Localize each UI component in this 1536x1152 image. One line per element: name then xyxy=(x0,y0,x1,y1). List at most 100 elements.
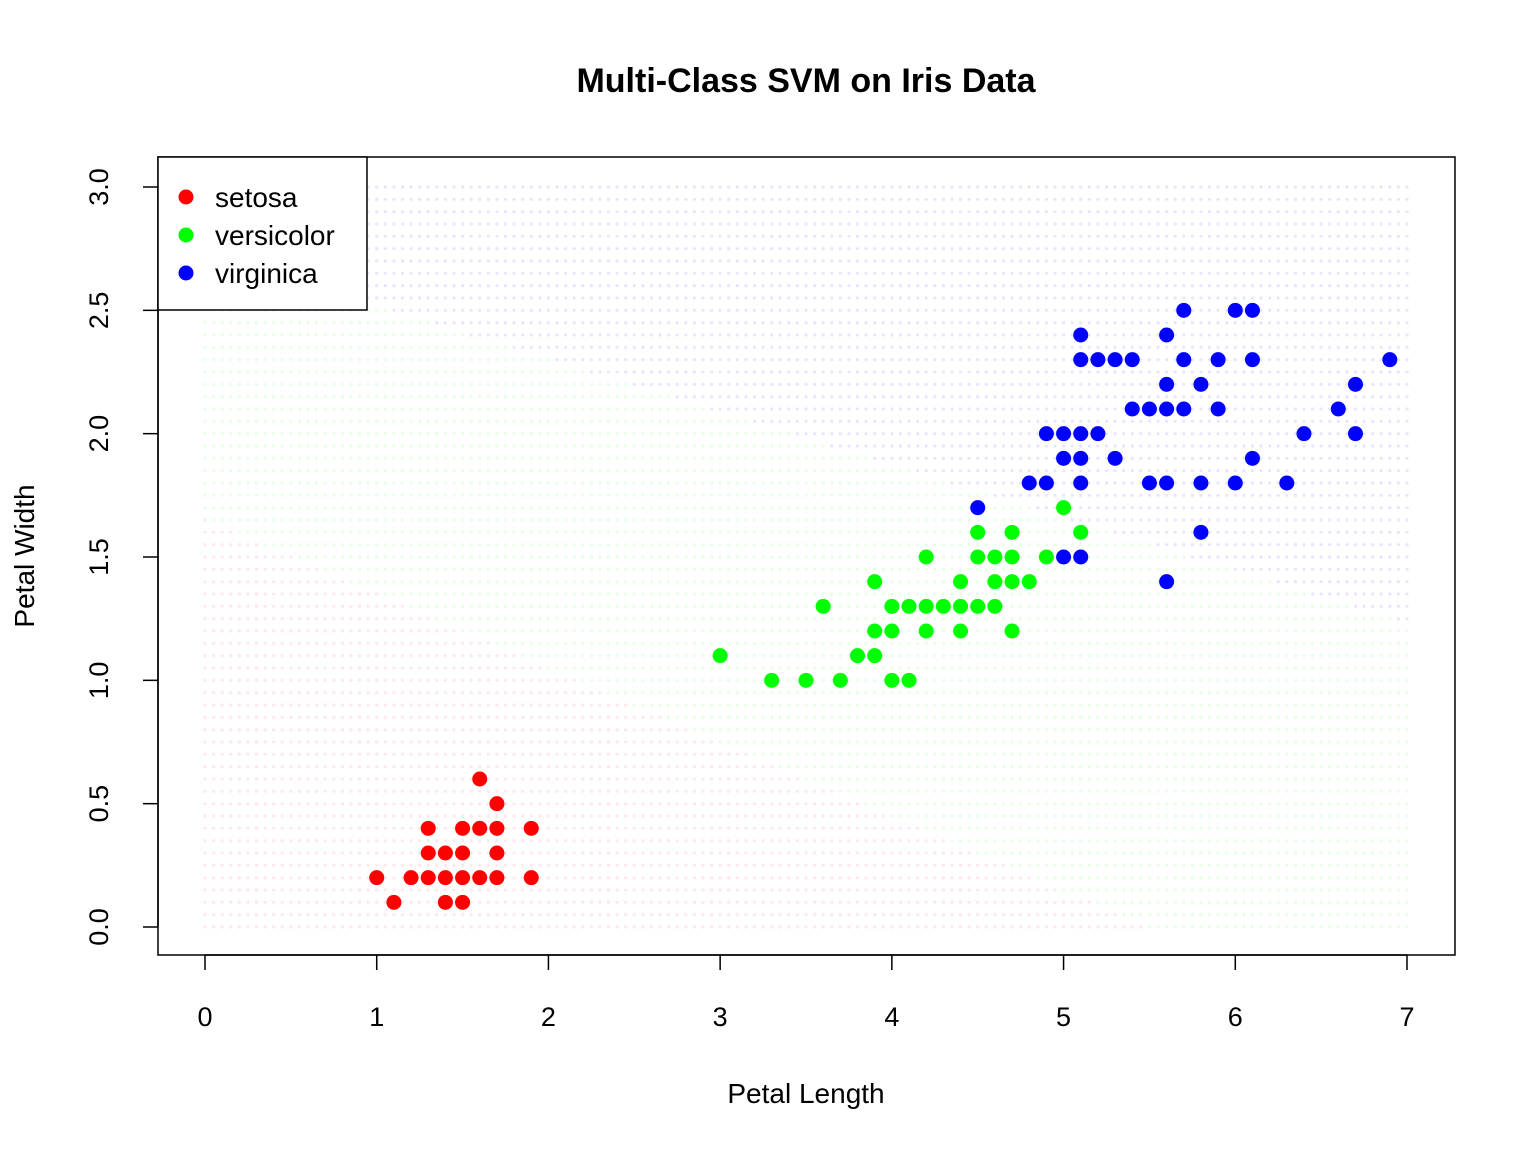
region-dot-setosa xyxy=(246,876,250,880)
region-dot-setosa xyxy=(649,765,654,769)
region-dot-virginica xyxy=(615,197,619,201)
region-dot-setosa xyxy=(761,913,765,917)
region-dot-setosa xyxy=(306,617,310,621)
region-dot-setosa xyxy=(641,814,645,818)
region-dot-versicolor xyxy=(752,629,757,633)
region-dot-setosa xyxy=(461,802,465,806)
region-dot-setosa xyxy=(418,888,422,892)
region-dot-virginica xyxy=(675,197,679,201)
region-dot-setosa xyxy=(366,777,370,781)
region-dot-setosa xyxy=(521,802,525,806)
region-dot-setosa xyxy=(212,814,216,818)
region-dot-setosa xyxy=(581,765,585,769)
region-dot-virginica xyxy=(735,185,739,189)
region-dot-virginica xyxy=(718,185,722,189)
region-dot-setosa xyxy=(220,863,224,867)
region-dot-setosa xyxy=(710,752,714,756)
region-dot-virginica xyxy=(821,247,825,251)
region-dot-virginica xyxy=(718,321,722,325)
region-dot-setosa xyxy=(495,740,499,744)
region-dot-virginica xyxy=(787,419,791,423)
region-dot-versicolor xyxy=(469,432,473,436)
region-dot-setosa xyxy=(263,765,267,769)
region-dot-setosa xyxy=(572,752,576,756)
region-dot-versicolor xyxy=(443,506,447,510)
region-dot-virginica xyxy=(890,234,894,238)
region-dot-versicolor xyxy=(598,567,602,571)
region-dot-setosa xyxy=(898,826,903,830)
region-dot-setosa xyxy=(443,740,447,744)
region-dot-virginica xyxy=(873,197,877,201)
region-dot-setosa xyxy=(400,703,405,707)
region-dot-versicolor xyxy=(469,592,473,596)
region-dot-versicolor xyxy=(581,617,585,621)
region-dot-virginica xyxy=(813,234,817,238)
region-dot-setosa xyxy=(237,863,241,867)
region-dot-setosa xyxy=(357,777,362,781)
region-dot-versicolor xyxy=(478,617,482,621)
region-dot-setosa xyxy=(503,802,508,806)
region-dot-virginica xyxy=(838,444,842,448)
region-dot-setosa xyxy=(280,666,284,670)
region-dot-setosa xyxy=(529,851,533,855)
region-dot-setosa xyxy=(495,666,499,670)
region-dot-versicolor xyxy=(598,419,602,423)
region-dot-setosa xyxy=(229,802,233,806)
region-dot-versicolor xyxy=(383,469,387,473)
region-dot-virginica xyxy=(735,296,739,300)
region-dot-versicolor xyxy=(538,604,542,608)
region-dot-setosa xyxy=(847,802,851,806)
region-dot-versicolor xyxy=(675,580,679,584)
region-dot-versicolor xyxy=(667,444,671,448)
region-dot-setosa xyxy=(538,703,542,707)
region-dot-setosa xyxy=(280,851,284,855)
region-dot-virginica xyxy=(692,185,697,189)
region-dot-setosa xyxy=(435,728,439,732)
region-dot-setosa xyxy=(435,839,439,843)
region-dot-versicolor xyxy=(289,444,293,448)
region-dot-virginica xyxy=(778,370,782,374)
region-dot-setosa xyxy=(315,888,319,892)
region-dot-setosa xyxy=(555,863,559,867)
region-dot-versicolor xyxy=(847,604,851,608)
region-dot-versicolor xyxy=(366,567,370,571)
region-dot-versicolor xyxy=(632,530,636,534)
region-dot-setosa xyxy=(323,777,327,781)
region-dot-setosa xyxy=(675,900,679,904)
region-dot-versicolor xyxy=(864,641,868,645)
region-dot-setosa xyxy=(289,592,293,596)
region-dot-setosa xyxy=(598,863,602,867)
region-dot-versicolor xyxy=(349,469,353,473)
region-dot-versicolor xyxy=(855,518,860,522)
region-dot-setosa xyxy=(237,654,241,658)
region-dot-versicolor xyxy=(529,432,533,436)
region-dot-virginica xyxy=(461,259,465,263)
region-dot-setosa xyxy=(538,678,542,682)
region-dot-versicolor xyxy=(744,567,748,571)
region-dot-virginica xyxy=(692,259,697,263)
region-dot-setosa xyxy=(546,765,551,769)
region-dot-setosa xyxy=(667,765,671,769)
region-dot-virginica xyxy=(770,358,774,362)
region-dot-setosa xyxy=(212,752,216,756)
region-dot-setosa xyxy=(349,814,353,818)
region-dot-virginica xyxy=(649,382,654,386)
region-dot-versicolor xyxy=(589,493,594,497)
region-dot-versicolor xyxy=(426,543,430,547)
region-dot-virginica xyxy=(692,210,697,214)
region-dot-versicolor xyxy=(546,493,551,497)
region-dot-virginica xyxy=(598,284,602,288)
region-dot-setosa xyxy=(478,765,482,769)
region-dot-setosa xyxy=(864,826,868,830)
region-dot-setosa xyxy=(418,752,422,756)
region-dot-versicolor xyxy=(323,481,327,485)
region-dot-versicolor xyxy=(632,543,636,547)
region-dot-virginica xyxy=(813,308,817,312)
region-dot-versicolor xyxy=(212,370,216,374)
region-dot-versicolor xyxy=(890,469,894,473)
region-dot-versicolor xyxy=(400,395,405,399)
region-dot-versicolor xyxy=(203,506,207,510)
region-dot-virginica xyxy=(658,321,662,325)
region-dot-versicolor xyxy=(452,617,456,621)
region-dot-setosa xyxy=(538,814,542,818)
